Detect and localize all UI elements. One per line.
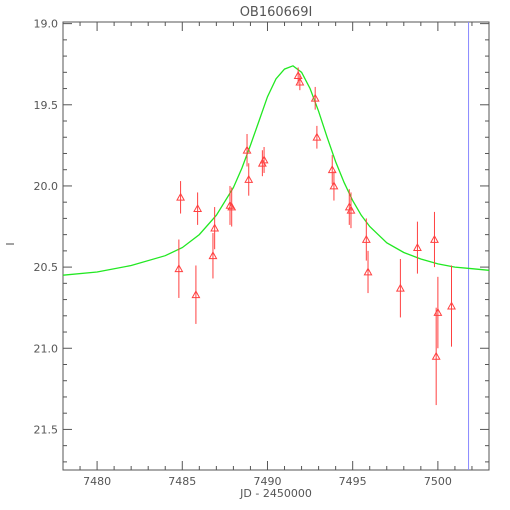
data-point-triangle <box>327 165 337 174</box>
data-point-triangle <box>191 290 201 299</box>
x-tick-label: 7490 <box>253 475 281 488</box>
data-point-triangle <box>208 251 218 260</box>
x-tick-label: 7495 <box>339 475 367 488</box>
chart-title: OB160669I <box>240 5 313 20</box>
y-tick-label: 21.0 <box>34 342 59 355</box>
data-point-triangle <box>244 174 254 183</box>
data-point-triangle <box>430 234 439 243</box>
data-point-triangle <box>310 93 320 102</box>
data-point-triangle <box>395 283 405 292</box>
data-point-triangle <box>346 205 356 214</box>
data-point-triangle <box>412 242 422 252</box>
y-tick-label: 21.5 <box>34 423 59 436</box>
plot-area: 7480 7485 7490 7495 7500 19.0 19.5 20.0 20.5 21.0… <box>34 18 490 488</box>
data-point-triangle <box>295 77 305 86</box>
x-tick-label: 7500 <box>424 475 452 488</box>
model-fit-curve <box>62 65 490 276</box>
data-point-triangle <box>174 264 184 273</box>
data-point-triangle <box>210 223 220 232</box>
data-point-triangle <box>447 301 456 310</box>
data-point-triangle <box>329 181 339 190</box>
data-point-triangle <box>227 202 237 211</box>
data-point-triangle <box>363 267 373 276</box>
x-axis-label: JD - 2450000 <box>239 487 312 500</box>
x-tick-label: 7485 <box>168 475 196 488</box>
y-tick-label: 20.5 <box>34 261 59 274</box>
data-point-triangle <box>431 351 441 360</box>
y-axis-label: I <box>4 242 17 245</box>
x-tick-label: 7480 <box>83 475 111 488</box>
data-point-triangle <box>193 204 203 213</box>
data-point-triangle <box>242 145 252 154</box>
y-tick-label: 20.0 <box>34 180 59 193</box>
data-point-triangle <box>176 192 186 201</box>
data-point-triangle <box>433 307 443 316</box>
plot-frame <box>62 21 490 471</box>
y-tick-label: 19.5 <box>34 99 59 112</box>
y-tick-label: 19.0 <box>34 18 59 31</box>
data-point-triangle <box>361 234 371 243</box>
data-point-triangle <box>259 155 269 164</box>
data-point-triangle <box>312 132 322 141</box>
